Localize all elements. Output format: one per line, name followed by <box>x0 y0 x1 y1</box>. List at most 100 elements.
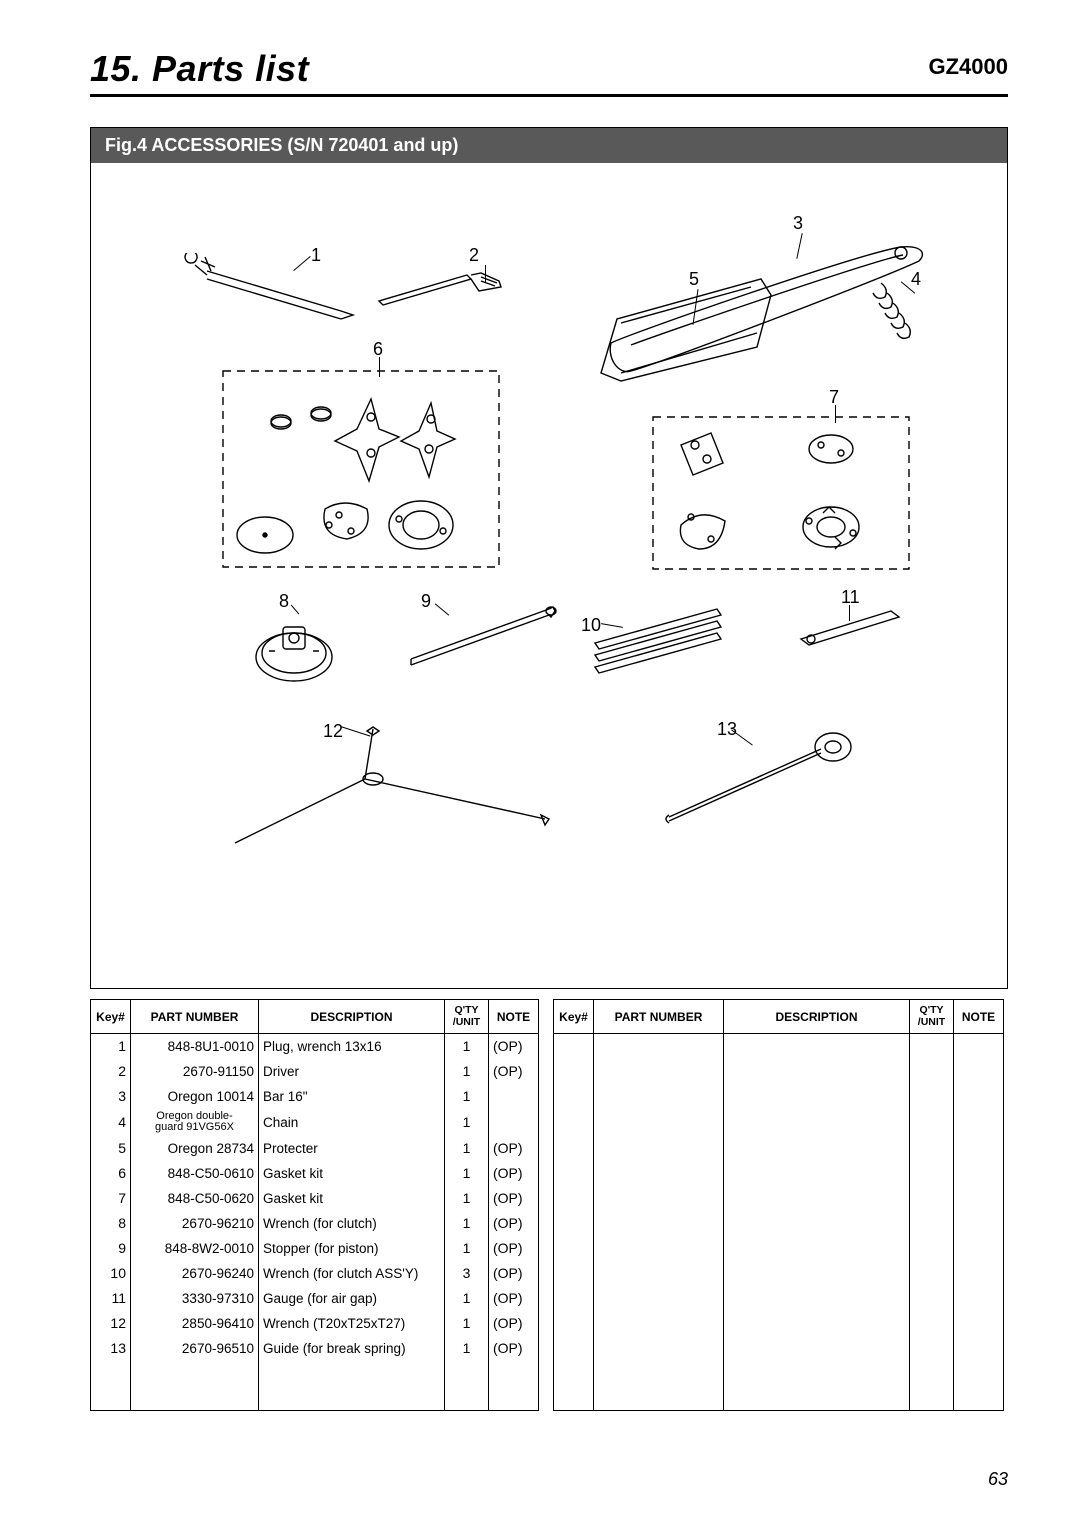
th-note: NOTE <box>489 1000 539 1034</box>
cell-qty: 1 <box>445 1034 489 1059</box>
th-qty: Q'TY/UNIT <box>445 1000 489 1034</box>
cell-key: 7 <box>91 1186 131 1211</box>
table-row: 9848-8W2-0010Stopper (for piston)1(OP) <box>91 1236 539 1261</box>
exploded-diagram: 1 2 3 4 5 <box>91 163 1007 973</box>
part-gauge <box>791 599 911 659</box>
callout-13: 13 <box>717 719 737 740</box>
cell-pn: 848-C50-0620 <box>131 1186 259 1211</box>
table-row: 82670-96210Wrench (for clutch)1(OP) <box>91 1211 539 1236</box>
cell-desc: Bar 16" <box>259 1084 445 1109</box>
cell-desc: Gasket kit <box>259 1161 445 1186</box>
cell-desc: Stopper (for piston) <box>259 1236 445 1261</box>
table-row <box>554 1159 1004 1184</box>
cell-qty: 3 <box>445 1261 489 1286</box>
cell-pn: 2670-96240 <box>131 1261 259 1286</box>
th-desc-r: DESCRIPTION <box>724 1000 910 1034</box>
parts-table-left: Key# PART NUMBER DESCRIPTION Q'TY/UNIT N… <box>90 999 539 1411</box>
table-row: 113330-97310Gauge (for air gap)1(OP) <box>91 1286 539 1311</box>
leader-7 <box>835 405 836 423</box>
callout-8: 8 <box>279 591 289 612</box>
th-pn: PART NUMBER <box>131 1000 259 1034</box>
cell-qty: 1 <box>445 1059 489 1084</box>
cell-key: 6 <box>91 1161 131 1186</box>
th-key: Key# <box>91 1000 131 1034</box>
th-qty-l2: /UNIT <box>453 1016 480 1028</box>
table-row <box>554 1360 1004 1385</box>
th-pn-r: PART NUMBER <box>594 1000 724 1034</box>
cell-qty: 1 <box>445 1236 489 1261</box>
cell-key: 13 <box>91 1336 131 1361</box>
cell-key: 8 <box>91 1211 131 1236</box>
cell-pn: 848-C50-0610 <box>131 1161 259 1186</box>
cell-pn: 848-8W2-0010 <box>131 1236 259 1261</box>
cell-note: (OP) <box>489 1211 539 1236</box>
cell-qty: 1 <box>445 1109 489 1136</box>
cell-desc: Driver <box>259 1059 445 1084</box>
part-plug-wrench <box>181 253 361 323</box>
cell-desc: Guide (for break spring) <box>259 1336 445 1361</box>
part-bar <box>561 223 931 383</box>
leader-11 <box>849 605 850 621</box>
cell-qty: 1 <box>445 1311 489 1336</box>
cell-pn: 2670-91150 <box>131 1059 259 1084</box>
table-row: 122850-96410Wrench (T20xT25xT27)1(OP) <box>91 1311 539 1336</box>
callout-7: 7 <box>829 387 839 408</box>
callout-2: 2 <box>469 245 479 266</box>
cell-note: (OP) <box>489 1059 539 1084</box>
part-wrench-clutch-assy <box>587 601 737 681</box>
table-row: 6848-C50-0610Gasket kit1(OP) <box>91 1161 539 1186</box>
table-row: 102670-96240Wrench (for clutch ASS'Y)3(O… <box>91 1261 539 1286</box>
cell-qty: 1 <box>445 1084 489 1109</box>
cell-key: 5 <box>91 1136 131 1161</box>
cell-pn: 2670-96510 <box>131 1336 259 1361</box>
cell-note: (OP) <box>489 1311 539 1336</box>
figure-frame: Fig.4 ACCESSORIES (S/N 720401 and up) 1 … <box>90 127 1008 989</box>
leader-2 <box>485 265 486 283</box>
cell-note: (OP) <box>489 1336 539 1361</box>
cell-pn: Oregon 10014 <box>131 1084 259 1109</box>
th-desc: DESCRIPTION <box>259 1000 445 1034</box>
part-gasket-kit-7 <box>651 415 911 571</box>
table-row <box>554 1134 1004 1159</box>
table-row: 5Oregon 28734Protecter1(OP) <box>91 1136 539 1161</box>
cell-qty: 1 <box>445 1161 489 1186</box>
th-qty-r: Q'TY/UNIT <box>910 1000 954 1034</box>
cell-key: 4 <box>91 1109 131 1136</box>
table-row <box>554 1184 1004 1209</box>
th-qty-r-l2: /UNIT <box>918 1016 945 1028</box>
parts-table-right: Key# PART NUMBER DESCRIPTION Q'TY/UNIT N… <box>553 999 1004 1411</box>
callout-11: 11 <box>841 587 860 608</box>
cell-note: (OP) <box>489 1034 539 1059</box>
parts-tables: Key# PART NUMBER DESCRIPTION Q'TY/UNIT N… <box>90 999 1008 1411</box>
cell-desc: Gauge (for air gap) <box>259 1286 445 1311</box>
table-row <box>554 1260 1004 1285</box>
cell-key: 3 <box>91 1084 131 1109</box>
cell-key: 11 <box>91 1286 131 1311</box>
callout-10: 10 <box>581 615 601 636</box>
part-guide <box>661 721 871 831</box>
cell-qty: 1 <box>445 1211 489 1236</box>
table-row: 1848-8U1-0010Plug, wrench 13x161(OP) <box>91 1034 539 1059</box>
callout-12: 12 <box>323 721 343 742</box>
cell-desc: Protecter <box>259 1136 445 1161</box>
cell-pn: 848-8U1-0010 <box>131 1034 259 1059</box>
table-row: 4Oregon double-guard 91VG56XChain1 <box>91 1109 539 1136</box>
table-row: 3Oregon 10014Bar 16"1 <box>91 1084 539 1109</box>
table-row: 132670-96510Guide (for break spring)1(OP… <box>91 1336 539 1361</box>
table-row <box>554 1109 1004 1134</box>
callout-1: 1 <box>311 245 321 266</box>
table-row: 22670-91150Driver1(OP) <box>91 1059 539 1084</box>
cell-key: 9 <box>91 1236 131 1261</box>
cell-key: 10 <box>91 1261 131 1286</box>
table-row <box>554 1310 1004 1335</box>
cell-desc: Wrench (for clutch) <box>259 1211 445 1236</box>
cell-note <box>489 1084 539 1109</box>
figure-title: Fig.4 ACCESSORIES (S/N 720401 and up) <box>91 128 1007 163</box>
cell-key: 1 <box>91 1034 131 1059</box>
cell-pn: Oregon double-guard 91VG56X <box>131 1109 259 1136</box>
part-driver <box>371 261 511 321</box>
callout-9: 9 <box>421 591 431 612</box>
callout-3: 3 <box>793 213 803 234</box>
cell-pn: Oregon 28734 <box>131 1136 259 1161</box>
table-row: 7848-C50-0620Gasket kit1(OP) <box>91 1186 539 1211</box>
